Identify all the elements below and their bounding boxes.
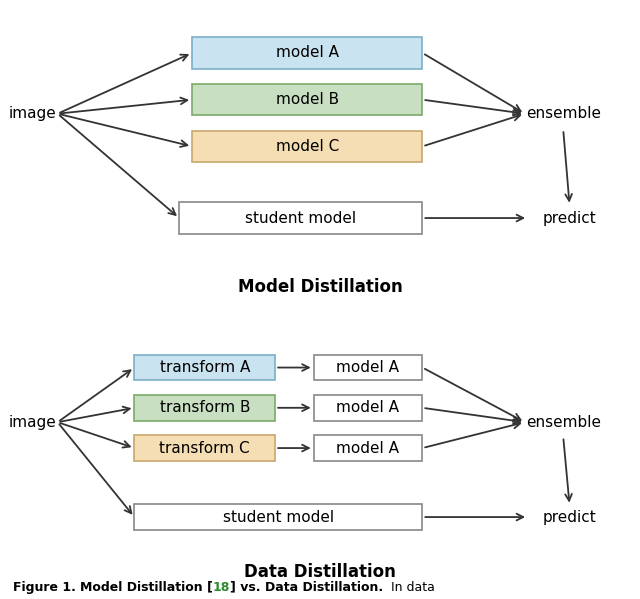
Text: model A: model A — [337, 360, 399, 375]
Text: Model Distillation: Model Distillation — [237, 277, 403, 295]
FancyBboxPatch shape — [314, 435, 422, 461]
Text: image: image — [8, 415, 56, 429]
Text: Data Distillation.: Data Distillation. — [265, 581, 383, 594]
Text: In data: In data — [383, 581, 435, 594]
Text: student model: student model — [223, 510, 334, 525]
FancyBboxPatch shape — [192, 131, 422, 162]
Text: Figure 1.: Figure 1. — [13, 581, 80, 594]
FancyBboxPatch shape — [134, 504, 422, 530]
Text: predict: predict — [543, 510, 596, 525]
Text: model B: model B — [276, 92, 339, 107]
Text: ] vs.: ] vs. — [230, 581, 265, 594]
Text: image: image — [8, 106, 56, 121]
Text: Model Distillation [: Model Distillation [ — [80, 581, 213, 594]
FancyBboxPatch shape — [179, 202, 422, 234]
FancyBboxPatch shape — [134, 395, 275, 420]
Text: ensemble: ensemble — [525, 106, 601, 121]
Text: 18: 18 — [213, 581, 230, 594]
FancyBboxPatch shape — [314, 395, 422, 420]
Text: model A: model A — [337, 440, 399, 456]
Text: transform C: transform C — [159, 440, 250, 456]
Text: predict: predict — [543, 210, 596, 226]
Text: model A: model A — [337, 400, 399, 415]
Text: student model: student model — [245, 210, 356, 226]
FancyBboxPatch shape — [192, 37, 422, 68]
FancyBboxPatch shape — [134, 355, 275, 380]
FancyBboxPatch shape — [134, 435, 275, 461]
FancyBboxPatch shape — [314, 355, 422, 380]
Text: Data Distillation: Data Distillation — [244, 562, 396, 580]
Text: model A: model A — [276, 46, 339, 60]
FancyBboxPatch shape — [192, 84, 422, 115]
Text: model C: model C — [276, 139, 339, 154]
Text: transform B: transform B — [159, 400, 250, 415]
Text: ensemble: ensemble — [525, 415, 601, 429]
Text: transform A: transform A — [159, 360, 250, 375]
